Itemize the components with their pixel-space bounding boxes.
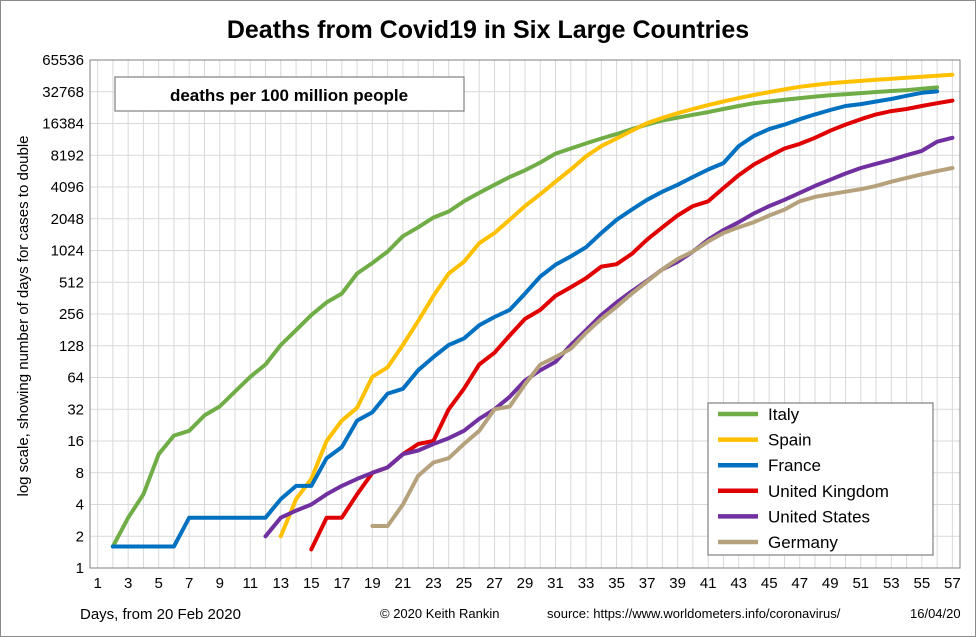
annotation-text: deaths per 100 million people bbox=[170, 86, 408, 105]
y-tick-label: 64 bbox=[67, 370, 84, 387]
series-line-united-kingdom bbox=[309, 98, 955, 552]
x-tick-label: 53 bbox=[883, 575, 900, 592]
x-tick-label: 35 bbox=[608, 575, 625, 592]
x-tick-label: 39 bbox=[669, 575, 686, 592]
x-tick-label: 17 bbox=[333, 575, 350, 592]
x-tick-label: 45 bbox=[761, 575, 778, 592]
x-tick-label: 57 bbox=[944, 575, 961, 592]
legend-label-france: France bbox=[768, 456, 821, 475]
source-text: source: https://www.worldometers.info/co… bbox=[547, 606, 841, 621]
plot-border bbox=[89, 59, 961, 569]
x-tick-label: 37 bbox=[639, 575, 656, 592]
series-line-united-states bbox=[263, 135, 955, 539]
y-tick-label: 2048 bbox=[51, 211, 84, 228]
series-line-italy bbox=[110, 85, 940, 549]
x-tick-label: 33 bbox=[578, 575, 595, 592]
y-axis-label: log scale, showing number of days for ca… bbox=[15, 135, 32, 496]
y-tick-label: 1 bbox=[76, 560, 84, 577]
y-tick-label: 32768 bbox=[42, 84, 84, 101]
x-tick-label: 41 bbox=[700, 575, 717, 592]
y-tick-label: 16384 bbox=[42, 116, 84, 133]
x-tick-label: 25 bbox=[456, 575, 473, 592]
x-tick-label: 19 bbox=[364, 575, 381, 592]
legend-box bbox=[707, 402, 934, 556]
x-axis-ticks: 1 3 5 7 9 11 13 15 17 19 21 23 25 27 29 31 33 35 37 39 41 43 4… bbox=[93, 575, 960, 592]
legend-label-united-kingdom: United Kingdom bbox=[768, 482, 889, 501]
x-tick-label: 3 bbox=[124, 575, 132, 592]
x-tick-label: 5 bbox=[155, 575, 163, 592]
x-tick-label: 47 bbox=[791, 575, 808, 592]
legend-label-italy: Italy bbox=[768, 405, 800, 424]
x-tick-label: 1 bbox=[93, 575, 101, 592]
x-tick-label: 15 bbox=[303, 575, 320, 592]
date-text: 16/04/20 bbox=[910, 606, 961, 621]
x-tick-label: 13 bbox=[272, 575, 289, 592]
legend: Italy Spain France United Kingdom United Sta… bbox=[707, 402, 934, 556]
x-tick-label: 43 bbox=[730, 575, 747, 592]
y-tick-label: 128 bbox=[59, 338, 84, 355]
series-line-france bbox=[110, 89, 940, 549]
y-tick-label: 16 bbox=[67, 433, 84, 450]
y-tick-label: 256 bbox=[59, 306, 84, 323]
legend-label-germany: Germany bbox=[768, 533, 838, 552]
y-tick-label: 65536 bbox=[42, 52, 84, 69]
x-tick-label: 55 bbox=[913, 575, 930, 592]
series-line-spain bbox=[278, 72, 955, 539]
chart-title: Deaths from Covid19 in Six Large Countri… bbox=[227, 16, 749, 44]
x-tick-label: 31 bbox=[547, 575, 564, 592]
x-tick-label: 21 bbox=[395, 575, 412, 592]
legend-label-united-states: United States bbox=[768, 507, 870, 526]
y-tick-label: 4096 bbox=[51, 179, 84, 196]
series-lines bbox=[110, 72, 955, 552]
annotation-box bbox=[114, 76, 465, 112]
y-tick-label: 1024 bbox=[51, 243, 84, 260]
y-tick-label: 4 bbox=[76, 497, 84, 514]
credit-text: © 2020 Keith Rankin bbox=[380, 606, 499, 621]
x-tick-label: 11 bbox=[242, 575, 258, 592]
y-tick-label: 2 bbox=[76, 528, 84, 545]
y-tick-label: 32 bbox=[67, 401, 84, 418]
x-axis-label: Days, from 20 Feb 2020 bbox=[80, 606, 241, 623]
x-tick-label: 51 bbox=[852, 575, 869, 592]
y-tick-label: 512 bbox=[59, 274, 84, 291]
x-tick-label: 7 bbox=[185, 575, 193, 592]
x-tick-label: 27 bbox=[486, 575, 503, 592]
legend-label-spain: Spain bbox=[768, 431, 811, 450]
y-tick-label: 8192 bbox=[51, 147, 84, 164]
series-line-germany bbox=[370, 166, 955, 528]
x-tick-label: 29 bbox=[517, 575, 534, 592]
y-tick-label: 8 bbox=[76, 465, 84, 482]
x-tick-label: 23 bbox=[425, 575, 442, 592]
x-tick-label: 49 bbox=[822, 575, 839, 592]
y-axis-ticks: 1 2 4 8 16 32 64 128 256 512 1024 2048 4096 8192 16384… bbox=[42, 52, 84, 577]
x-tick-label: 9 bbox=[216, 575, 224, 592]
